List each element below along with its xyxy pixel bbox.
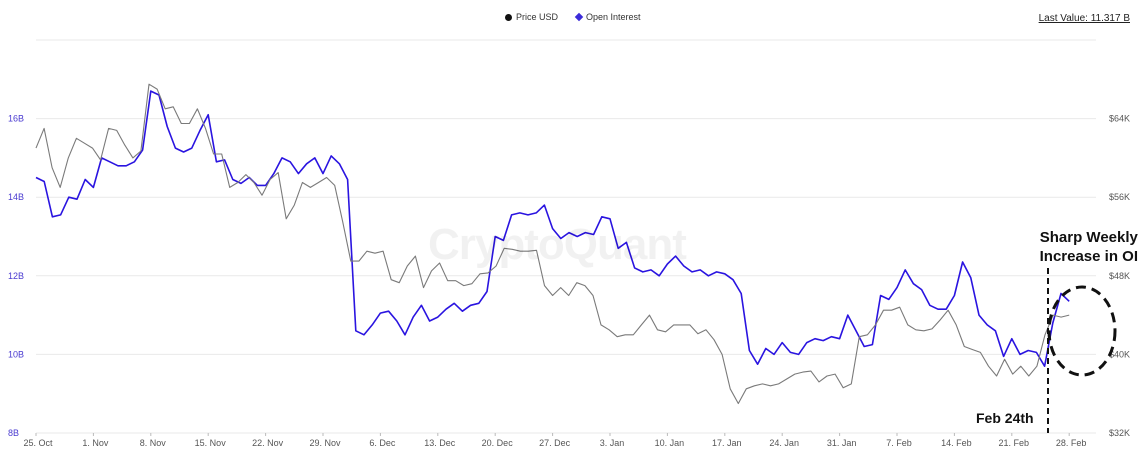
x-axis-tick-label: 29. Nov <box>309 438 341 448</box>
right-axis-tick-label: $64K <box>1109 114 1130 124</box>
highlight-ellipse <box>1047 285 1117 377</box>
annotation-line-2: Increase in OI <box>1039 248 1138 265</box>
left-axis-tick-label: 12B <box>8 271 24 281</box>
left-axis-tick-label: 8B <box>8 428 19 438</box>
last-value-link[interactable]: Last Value: 11.317 B <box>1038 13 1130 24</box>
right-axis-tick-label: $48K <box>1109 271 1130 281</box>
x-axis-tick-label: 6. Dec <box>369 438 396 448</box>
right-axis-tick-label: $40K <box>1109 349 1130 359</box>
x-axis-tick-label: 27. Dec <box>539 438 571 448</box>
open-interest-line <box>35 90 1070 368</box>
annotation-sharp-weekly-increase: Sharp Weekly Increase in OI <box>1040 228 1138 266</box>
x-axis-tick-label: 1. Nov <box>82 438 109 448</box>
left-axis-tick-label: 10B <box>8 349 24 359</box>
price-line <box>35 83 1070 405</box>
legend-item-open-interest[interactable]: Open Interest <box>574 12 641 22</box>
x-axis-tick-label: 22. Nov <box>252 438 284 448</box>
annotation-line-1: Sharp Weekly <box>1039 229 1138 246</box>
left-axis-tick-label: 14B <box>8 192 24 202</box>
legend: Price USD Open Interest <box>505 12 641 22</box>
x-axis-tick-label: 10. Jan <box>655 438 685 448</box>
price-legend-marker-icon <box>505 13 512 21</box>
open-interest-legend-marker-icon <box>574 12 584 22</box>
x-axis-tick-label: 28. Feb <box>1056 438 1087 448</box>
legend-item-price[interactable]: Price USD <box>505 12 558 22</box>
right-axis-tick-label: $56K <box>1109 192 1130 202</box>
annotation-feb-24th: Feb 24th <box>976 410 1034 426</box>
x-axis-tick-label: 3. Jan <box>600 438 625 448</box>
x-axis-tick-label: 7. Feb <box>886 438 912 448</box>
x-axis-tick-label: 8. Nov <box>140 438 167 448</box>
legend-oi-label: Open Interest <box>586 12 641 22</box>
x-axis-tick-label: 13. Dec <box>424 438 456 448</box>
legend-price-label: Price USD <box>516 12 559 22</box>
x-axis-tick-label: 17. Jan <box>712 438 742 448</box>
x-axis-tick-label: 15. Nov <box>195 438 227 448</box>
right-axis-tick-label: $32K <box>1109 428 1130 438</box>
x-axis-tick-label: 20. Dec <box>482 438 514 448</box>
watermark: CryptoQuant <box>428 220 687 269</box>
x-axis-tick-label: 25. Oct <box>23 438 53 448</box>
x-axis-tick-label: 14. Feb <box>941 438 972 448</box>
x-axis-tick-label: 24. Jan <box>769 438 799 448</box>
x-axis-tick-label: 31. Jan <box>827 438 857 448</box>
left-axis-tick-label: 16B <box>8 114 24 124</box>
x-axis-tick-label: 21. Feb <box>999 438 1030 448</box>
